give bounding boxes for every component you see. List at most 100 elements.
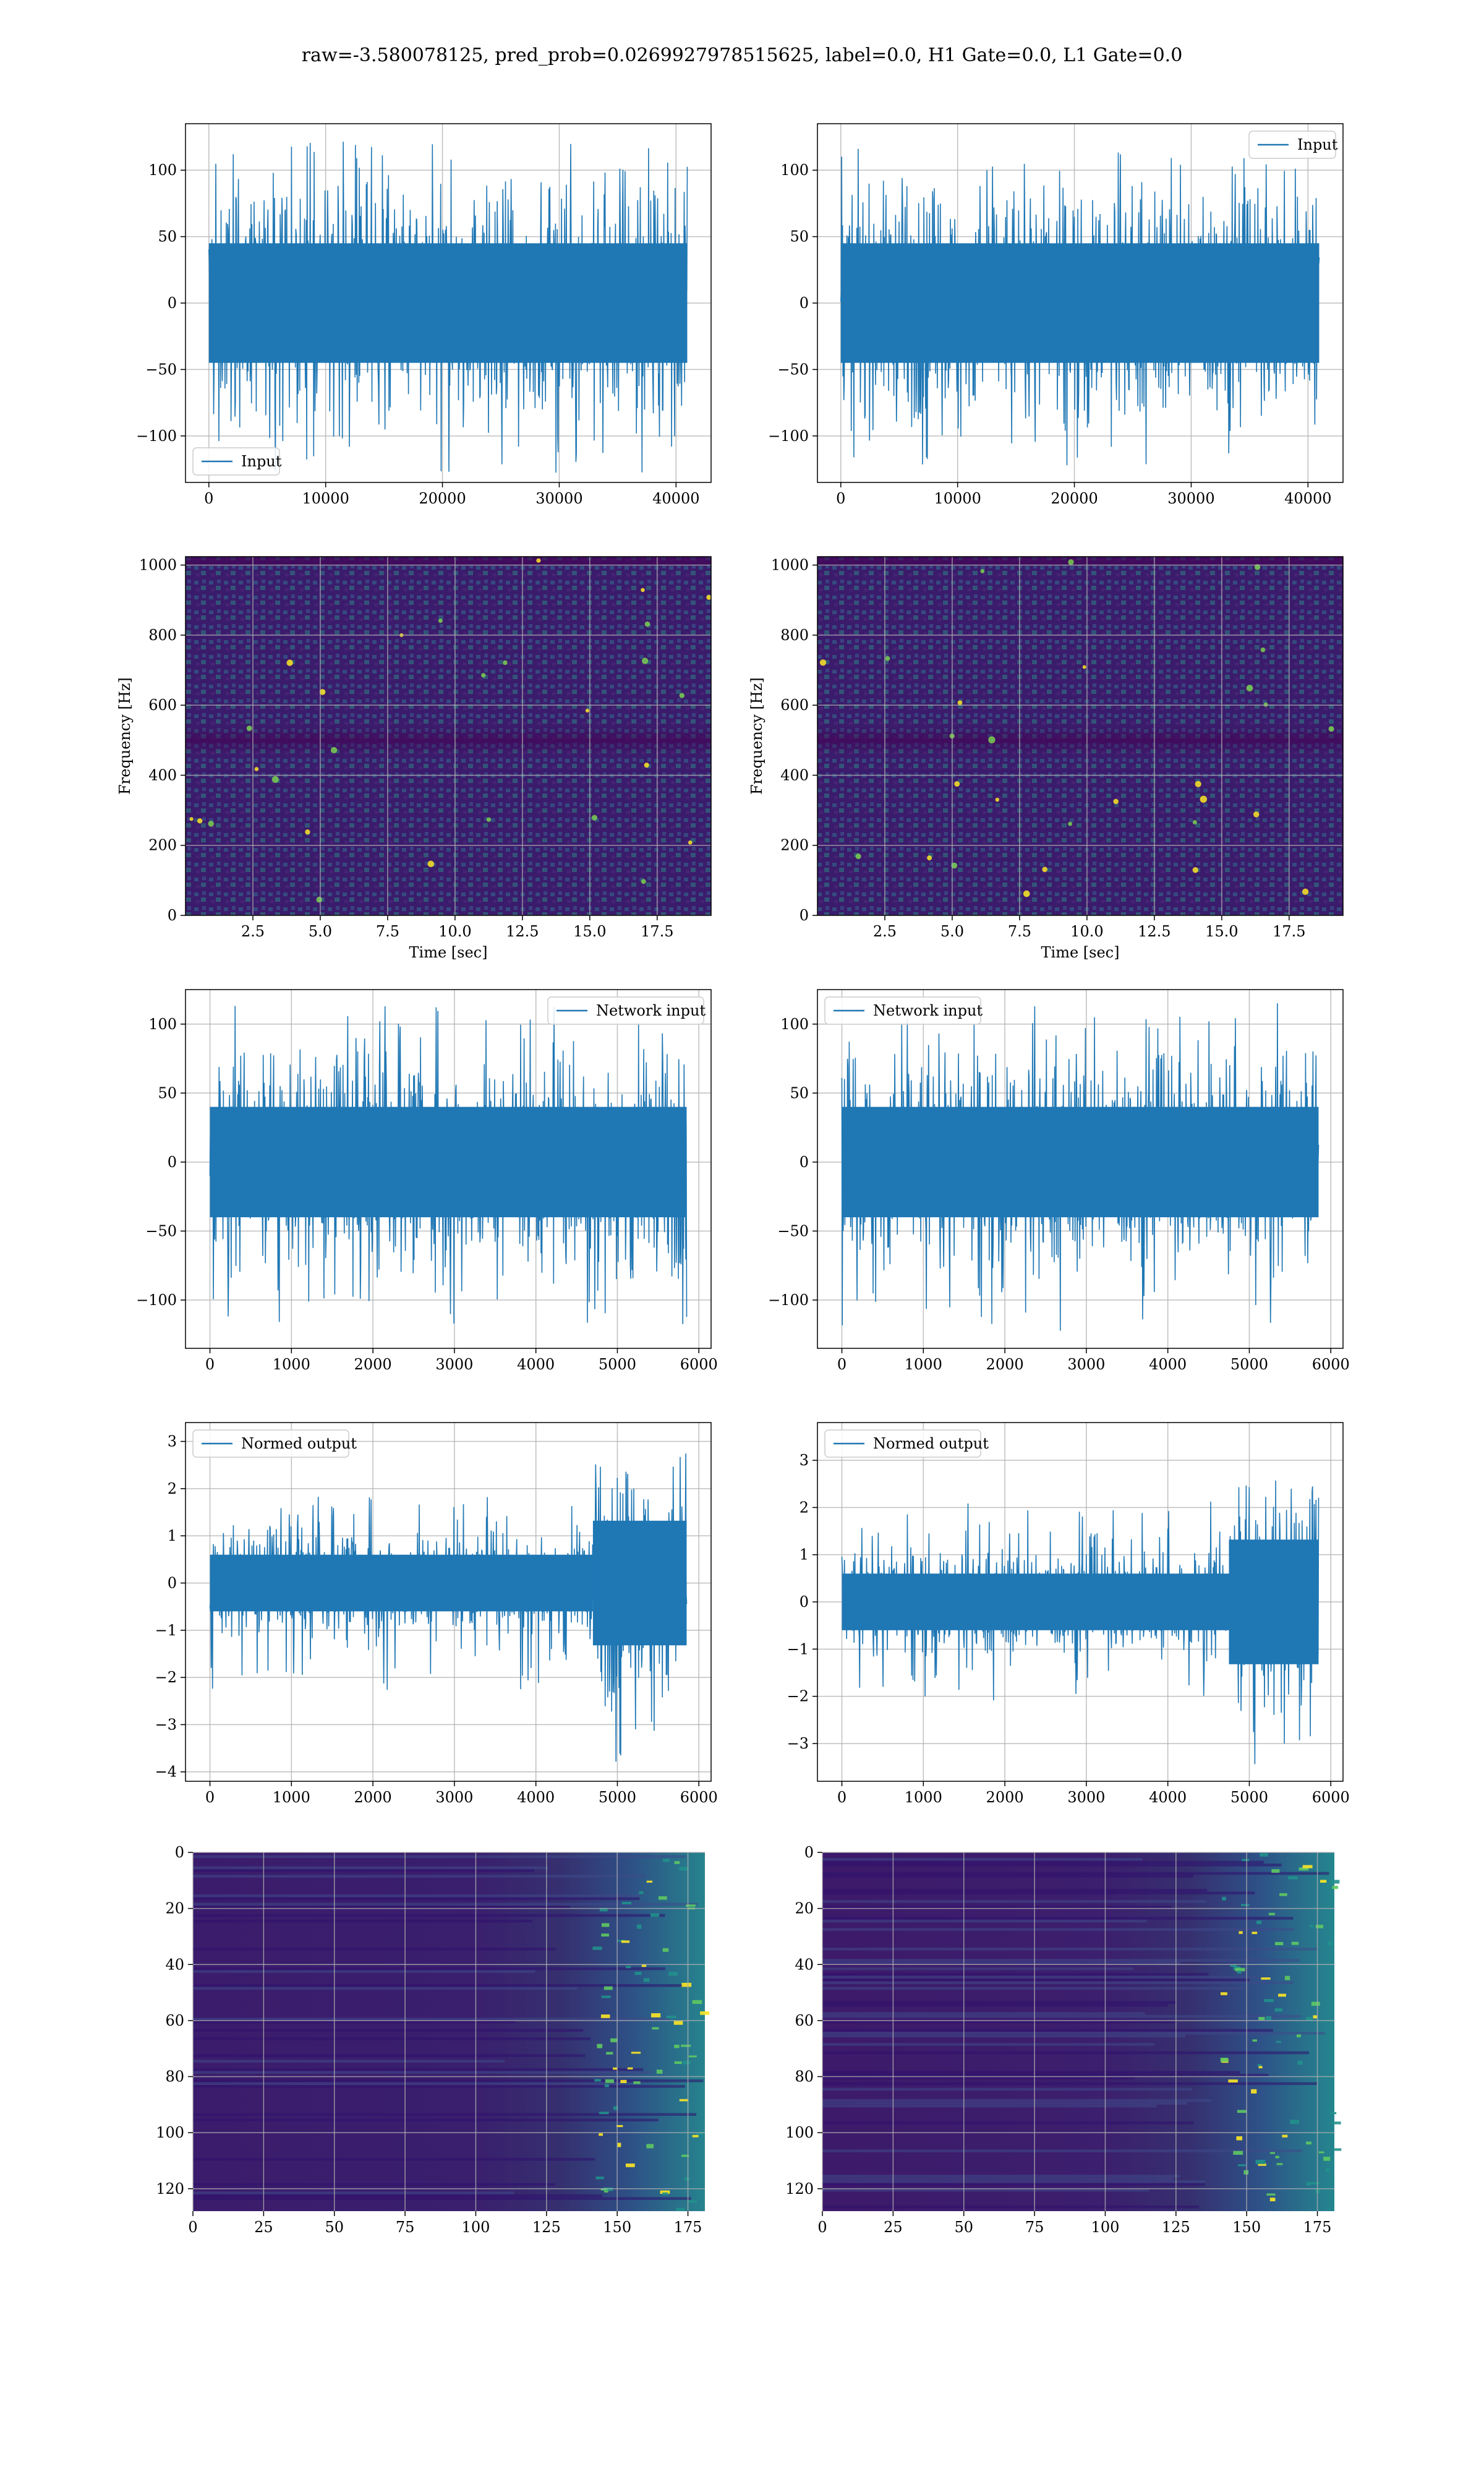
y-tick-label: −3 <box>787 1735 809 1752</box>
feature-activation <box>597 2044 603 2048</box>
feature-activation <box>605 2079 614 2083</box>
feature-row-stripe <box>822 2175 1180 2178</box>
x-tick-label: 0 <box>837 1356 846 1373</box>
legend-label: Network input <box>873 1002 983 1019</box>
feature-activation <box>1260 1853 1268 1857</box>
y-tick-label: −4 <box>155 1763 177 1781</box>
input-plot-right: 0 10000 20000 30000 40000 −100 −50 0 50 100 Input <box>768 123 1344 507</box>
x-tick-label: 0 <box>836 490 845 507</box>
x-tick-label: 15.0 <box>1205 923 1238 940</box>
x-tick-label: 5.0 <box>309 923 332 940</box>
spectrogram-top-band <box>186 557 711 565</box>
feature-row-stripe <box>193 2071 652 2074</box>
feature-activation <box>1329 2112 1337 2115</box>
feature-row-stripe <box>822 1917 1294 1920</box>
feature-activation <box>1266 2193 1276 2196</box>
feature-activation <box>1237 2164 1246 2167</box>
x-tick-label: 20000 <box>419 490 466 507</box>
feature-activation <box>641 1964 647 1967</box>
y-tick-label: −100 <box>136 427 177 445</box>
feature-row-stripe <box>822 1959 1300 1962</box>
y-tick-label: −2 <box>155 1669 177 1686</box>
y-tick-label: 0 <box>800 294 809 312</box>
x-tick-label: 4000 <box>1149 1356 1187 1373</box>
x-axis-label: Time [sec] <box>409 944 488 961</box>
feature-row-stripe <box>193 1855 686 1859</box>
spectrogram-hotspot <box>246 726 252 731</box>
feature-activation <box>634 1972 642 1975</box>
feature-activation <box>1228 2079 1238 2083</box>
series-burst-band <box>1229 1539 1319 1664</box>
feature-row-stripe <box>822 1860 1264 1864</box>
x-tick-label: 12.5 <box>506 923 539 940</box>
feature-row-stripe <box>822 1948 1318 1951</box>
spectrogram-hotspot <box>503 660 508 666</box>
series-core-band <box>842 1106 1319 1218</box>
y-tick-label: 0 <box>168 1154 177 1171</box>
spectrogram-hotspot <box>319 688 326 695</box>
feature-row-stripe <box>822 1981 1294 1984</box>
x-tick-label: 25 <box>254 2219 273 2236</box>
feature-row-stripe <box>822 2180 1206 2183</box>
x-tick-label: 2000 <box>986 1789 1024 1806</box>
feature-activation <box>679 2099 689 2102</box>
feature-row-stripe <box>822 2020 1176 2024</box>
legend-box <box>1248 131 1336 159</box>
feature-activation <box>686 1904 696 1907</box>
spectrogram-hotspot <box>1254 564 1261 570</box>
feature-activation <box>1275 2155 1279 2159</box>
spectrogram-hotspot <box>1113 798 1119 805</box>
x-tick-label: 7.5 <box>1008 923 1031 940</box>
y-tick-label: −50 <box>777 1222 809 1239</box>
feature-activation <box>637 1924 642 1929</box>
y-tick-label: 1000 <box>771 557 809 574</box>
feature-activation <box>660 2190 670 2194</box>
y-tick-label: 200 <box>148 837 177 854</box>
feature-activation <box>1261 1977 1271 1980</box>
spectrogram-hotspot <box>679 693 685 698</box>
axes-frame <box>185 123 712 483</box>
x-tick-label: 1000 <box>905 1356 942 1373</box>
spectrogram-hotspot <box>1195 781 1201 787</box>
feature-activation <box>613 2067 618 2070</box>
feature-activation <box>599 2112 609 2115</box>
feature-activation <box>663 1859 670 1862</box>
x-tick-label: 2.5 <box>241 923 265 940</box>
y-tick-label: 120 <box>156 2180 184 2198</box>
feature-row-stripe <box>822 2205 1200 2209</box>
feature-activation <box>1264 1999 1274 2002</box>
feature-activation <box>681 2044 691 2047</box>
spectrogram-hotspot <box>706 594 712 600</box>
x-tick-label: 0 <box>817 2219 827 2236</box>
x-tick-label: 5.0 <box>940 923 964 940</box>
y-tick-label: 40 <box>795 1956 814 1973</box>
y-tick-label: 800 <box>148 627 177 644</box>
legend-label: Normed output <box>873 1435 989 1452</box>
series-core-band <box>208 243 688 363</box>
spectrogram-hotspot <box>1246 685 1253 691</box>
spectrogram-right: 2.5 5.0 7.5 10.0 12.5 15.0 17.5 0 200 400 600 800 10… <box>748 556 1344 961</box>
feature-row-stripe <box>193 2085 685 2088</box>
spectrogram-hotspot <box>254 767 259 771</box>
feature-activation <box>658 1896 667 1900</box>
y-tick-label: −1 <box>787 1640 809 1658</box>
spectrogram-hotspot <box>585 708 590 713</box>
feature-row-stripe <box>822 1906 1172 1909</box>
feature-activation <box>601 1933 609 1937</box>
legend: Input <box>192 447 282 476</box>
feature-activation <box>681 1982 692 1987</box>
feature-activation <box>1278 1993 1286 1997</box>
feature-activation <box>651 2013 661 2018</box>
feature-activation <box>674 1861 680 1864</box>
spectrogram-hotspot <box>1192 820 1197 824</box>
x-tick-label: 3000 <box>1067 1789 1105 1806</box>
feature-row-stripe <box>193 1894 640 1898</box>
spectrogram-hotspot <box>486 817 492 822</box>
x-tick-label: 175 <box>1303 2219 1332 2236</box>
feature-row-stripe <box>822 1978 1250 1982</box>
network-input-plot-left: 0 1000 2000 3000 4000 5000 6000 −100 −50 0 50 100 Ne… <box>136 989 718 1373</box>
spectrogram-hotspot <box>951 862 958 869</box>
x-tick-label: 25 <box>884 2219 903 2236</box>
feature-row-stripe <box>822 2177 1174 2181</box>
